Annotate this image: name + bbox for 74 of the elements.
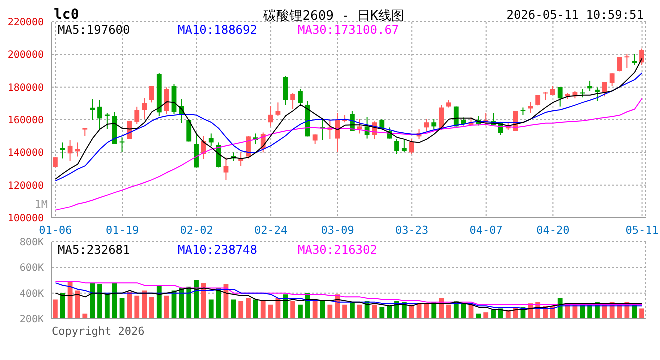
y-tick-label: 600K xyxy=(20,263,44,274)
candlestick xyxy=(98,100,102,130)
candlestick xyxy=(394,138,400,155)
candlestick xyxy=(536,94,541,106)
candlestick xyxy=(364,116,370,140)
candlestick xyxy=(276,102,281,117)
x-tick-label: 01-19 xyxy=(106,224,140,237)
line-series xyxy=(55,98,643,211)
x-tick-label: 03-09 xyxy=(321,224,354,237)
candlestick xyxy=(224,157,229,181)
candlestick xyxy=(595,87,600,102)
candlestick xyxy=(632,54,638,66)
x-tick-label: 02-02 xyxy=(180,224,214,237)
candlestick xyxy=(432,118,437,130)
annotation: 2026-05-11 10:59:51 xyxy=(506,8,644,22)
candlestick xyxy=(90,98,96,120)
y-tick-label: 180000 xyxy=(8,82,44,94)
y-tick-label: 800K xyxy=(20,238,44,249)
candlestick xyxy=(402,138,407,153)
text: MA30:173100.67 xyxy=(298,23,400,37)
candlestick xyxy=(246,136,251,160)
candlestick xyxy=(640,48,644,66)
candlestick xyxy=(335,112,340,153)
candlestick xyxy=(68,140,73,162)
y-tick-label: 200K xyxy=(20,314,44,326)
x-tick-label: 03-23 xyxy=(396,224,429,237)
text: Copyright 2026 xyxy=(52,325,145,338)
x-tick-label: 01-06 xyxy=(39,224,72,237)
chart-title: 碳酸锂2609 - 日K线图 xyxy=(264,9,404,24)
annotation: lc0 xyxy=(54,7,80,23)
candlestick xyxy=(588,80,592,92)
candlestick xyxy=(208,133,214,146)
candlestick xyxy=(558,86,563,108)
x-tick-label: 04-20 xyxy=(536,224,570,237)
candlestick xyxy=(528,102,534,114)
line-series xyxy=(55,288,643,312)
y-tick-label: 140000 xyxy=(8,148,44,160)
y-tick-label: 400K xyxy=(20,288,44,300)
candlestick xyxy=(424,118,430,132)
text: MA30:216302 xyxy=(298,243,378,257)
candlestick xyxy=(104,112,110,130)
candlestick xyxy=(409,138,414,155)
candlestick xyxy=(134,106,140,125)
candlestick xyxy=(624,54,630,69)
candlestick xyxy=(602,82,608,98)
x-tick-label: 02-24 xyxy=(254,224,288,237)
candlestick xyxy=(283,76,288,106)
text: MA10:238748 xyxy=(178,243,258,257)
candlestick xyxy=(268,106,274,128)
candlestick xyxy=(194,132,199,168)
candlestick xyxy=(298,88,303,107)
text: MA10:188692 xyxy=(178,23,258,37)
y-tick-label: 100000 xyxy=(8,214,44,225)
candlestick xyxy=(550,86,556,96)
candlestick xyxy=(120,137,125,153)
candlestick xyxy=(164,87,170,115)
y-tick-label: 220000 xyxy=(8,18,44,29)
x-tick-label: 05-11 xyxy=(626,224,659,237)
candlestick xyxy=(150,86,154,104)
x-tick-label: 04-07 xyxy=(470,224,503,237)
y-tick-label: 200000 xyxy=(8,50,44,62)
line-series xyxy=(55,281,643,306)
y-tick-label: 160000 xyxy=(8,116,44,127)
text: 1M xyxy=(34,198,48,211)
text: MA5:232681 xyxy=(58,243,132,257)
candlestick xyxy=(142,98,147,120)
candlestick xyxy=(610,73,615,87)
candlestick xyxy=(312,134,318,145)
candlestick xyxy=(216,142,222,168)
y-tick-label: 120000 xyxy=(8,180,44,192)
text: MA5:197600 xyxy=(58,23,132,37)
candlestick xyxy=(290,92,296,110)
candlestick xyxy=(617,56,622,72)
candlestick xyxy=(357,118,362,134)
